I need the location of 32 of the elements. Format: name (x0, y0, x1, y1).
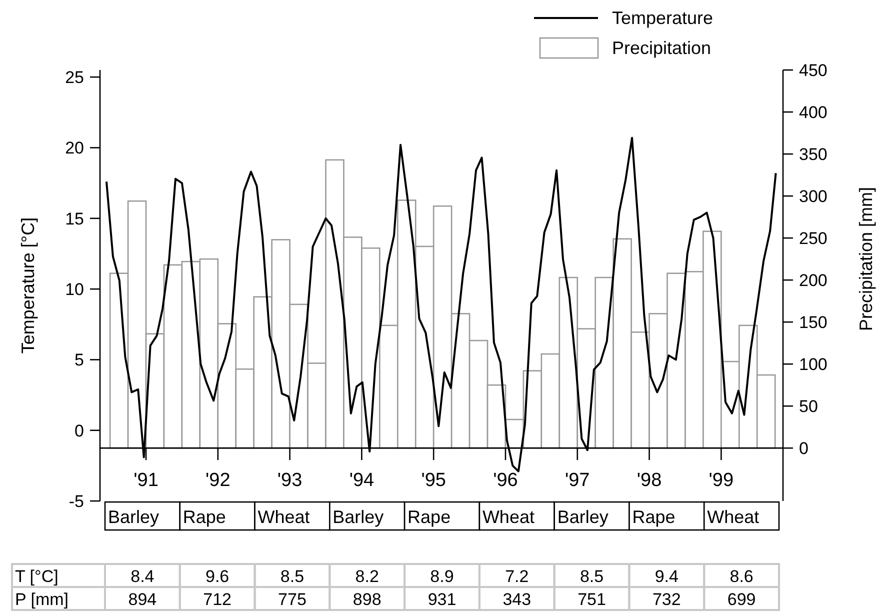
y-tick-label: 15 (65, 209, 84, 228)
x-tick-label: '91 (134, 470, 158, 492)
summary-table: T [°C] 8.4 9.6 8.5 8.2 8.9 7.2 8.5 9.4 8.6 P [mm] 894 712 775 898 931 343 751 732 699 (11, 563, 780, 611)
y-tick-label: 5 (74, 350, 84, 370)
y2-tick-label: 50 (799, 397, 818, 416)
y-tick-label: 25 (65, 68, 84, 88)
x-tick-label: '93 (277, 470, 302, 492)
y-tick-label: -5 (68, 492, 84, 511)
y2-tick-label: 150 (799, 313, 828, 332)
y-tick-label: 0 (74, 421, 84, 440)
x-tick-label: '96 (493, 470, 518, 492)
y2-tick-label: 350 (799, 145, 828, 164)
legend-label: Temperature (612, 8, 714, 28)
x-tick-label: '95 (421, 470, 446, 492)
x-tick-label: '92 (206, 470, 230, 492)
y2-tick-label: 100 (799, 355, 828, 374)
y2-tick-label: 450 (799, 61, 828, 80)
x-tick-label: '99 (708, 470, 734, 492)
y2-tick-label: 300 (799, 187, 828, 206)
y-tick-label: 20 (65, 138, 84, 158)
crop-row: Barley Rape Wheat Barley Rape Wheat Barley Rape Wheat (104, 501, 780, 531)
x-tick-label: '94 (349, 470, 375, 492)
x-tick-label: '98 (636, 470, 662, 492)
y2-tick-label: 250 (799, 229, 828, 248)
y-axis-title: Temperature [°C] (18, 217, 38, 354)
y2-axis-title: Precipitation [mm] (856, 187, 876, 332)
y-tick-label: 10 (65, 280, 84, 300)
x-tick-label: '97 (565, 470, 590, 492)
y2-tick-label: 0 (799, 439, 808, 458)
legend-label: Precipitation (612, 38, 712, 58)
y2-tick-label: 200 (799, 271, 828, 290)
y2-tick-label: 400 (799, 103, 828, 122)
